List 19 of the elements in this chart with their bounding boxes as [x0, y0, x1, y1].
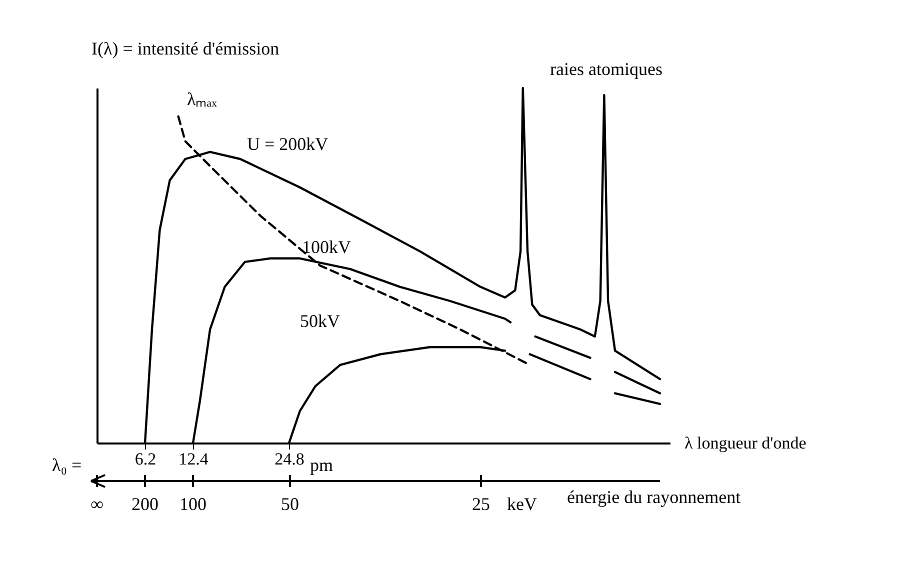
text: 200: [132, 494, 158, 514]
text: pm: [310, 455, 334, 475]
series-label: λₘₐₓ: [187, 89, 218, 109]
series-label: 100kV: [302, 237, 351, 257]
series-label: 50kV: [300, 311, 340, 331]
text: λ₀ =: [52, 455, 82, 475]
text: raies atomiques: [550, 59, 662, 79]
text: énergie du rayonnement: [567, 487, 741, 507]
x-tick-label: 6.2: [134, 450, 156, 468]
text: ∞: [90, 494, 104, 514]
text: 25: [472, 494, 490, 514]
y-axis-title: I(λ) = intensité d'émission: [92, 38, 280, 58]
x-tick-label: 12.4: [178, 450, 209, 468]
x-tick-label: 24.8: [274, 450, 304, 468]
series-label: U = 200kV: [247, 134, 328, 154]
text: 50: [281, 494, 299, 514]
text: keV: [507, 494, 537, 514]
text: 100: [180, 494, 206, 514]
x-axis-title: λ longueur d'onde: [684, 434, 806, 452]
